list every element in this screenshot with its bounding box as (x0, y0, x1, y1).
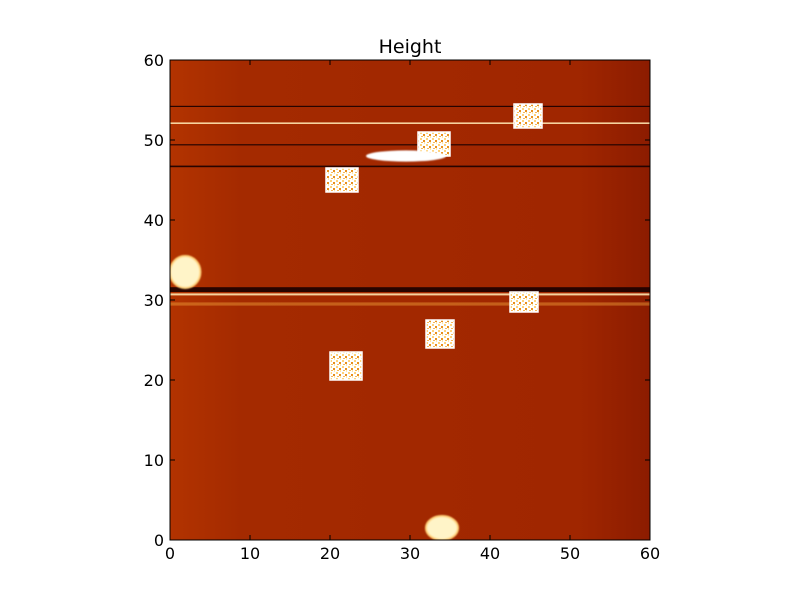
x-tick-label: 40 (480, 544, 500, 563)
scan-line (170, 144, 650, 146)
scan-line (170, 287, 650, 292)
heatmap-background (170, 60, 650, 540)
y-tick-label: 20 (144, 371, 164, 390)
y-axis: 0 10 20 30 40 50 60 (144, 51, 650, 550)
scan-lines (170, 105, 650, 306)
height-feature-square (325, 167, 359, 193)
x-tick-label: 30 (400, 544, 420, 563)
x-axis: 0 10 20 30 40 50 60 (165, 60, 660, 563)
x-tick-label: 10 (240, 544, 260, 563)
scan-line (170, 293, 650, 296)
height-feature-square (329, 351, 363, 381)
height-feature-square (509, 291, 539, 313)
y-tick-label: 60 (144, 51, 164, 70)
y-tick-label: 50 (144, 131, 164, 150)
scan-line (170, 165, 650, 168)
scan-line (170, 105, 650, 107)
height-feature-blob (170, 255, 202, 289)
chart-title: Height (379, 36, 442, 58)
height-features (170, 103, 543, 540)
x-tick-label: 20 (320, 544, 340, 563)
x-tick-label: 60 (640, 544, 660, 563)
y-tick-label: 10 (144, 451, 164, 470)
y-tick-label: 30 (144, 291, 164, 310)
y-tick-label: 40 (144, 211, 164, 230)
height-feature-square (513, 103, 543, 129)
height-feature-square (417, 131, 451, 157)
height-feature-blob (425, 515, 459, 540)
scan-line (170, 302, 650, 306)
x-tick-label: 0 (165, 544, 175, 563)
height-feature-square (425, 319, 455, 349)
scan-line (170, 122, 650, 124)
height-feature-streak (366, 150, 446, 162)
y-tick-label: 0 (154, 531, 164, 550)
x-tick-label: 50 (560, 544, 580, 563)
